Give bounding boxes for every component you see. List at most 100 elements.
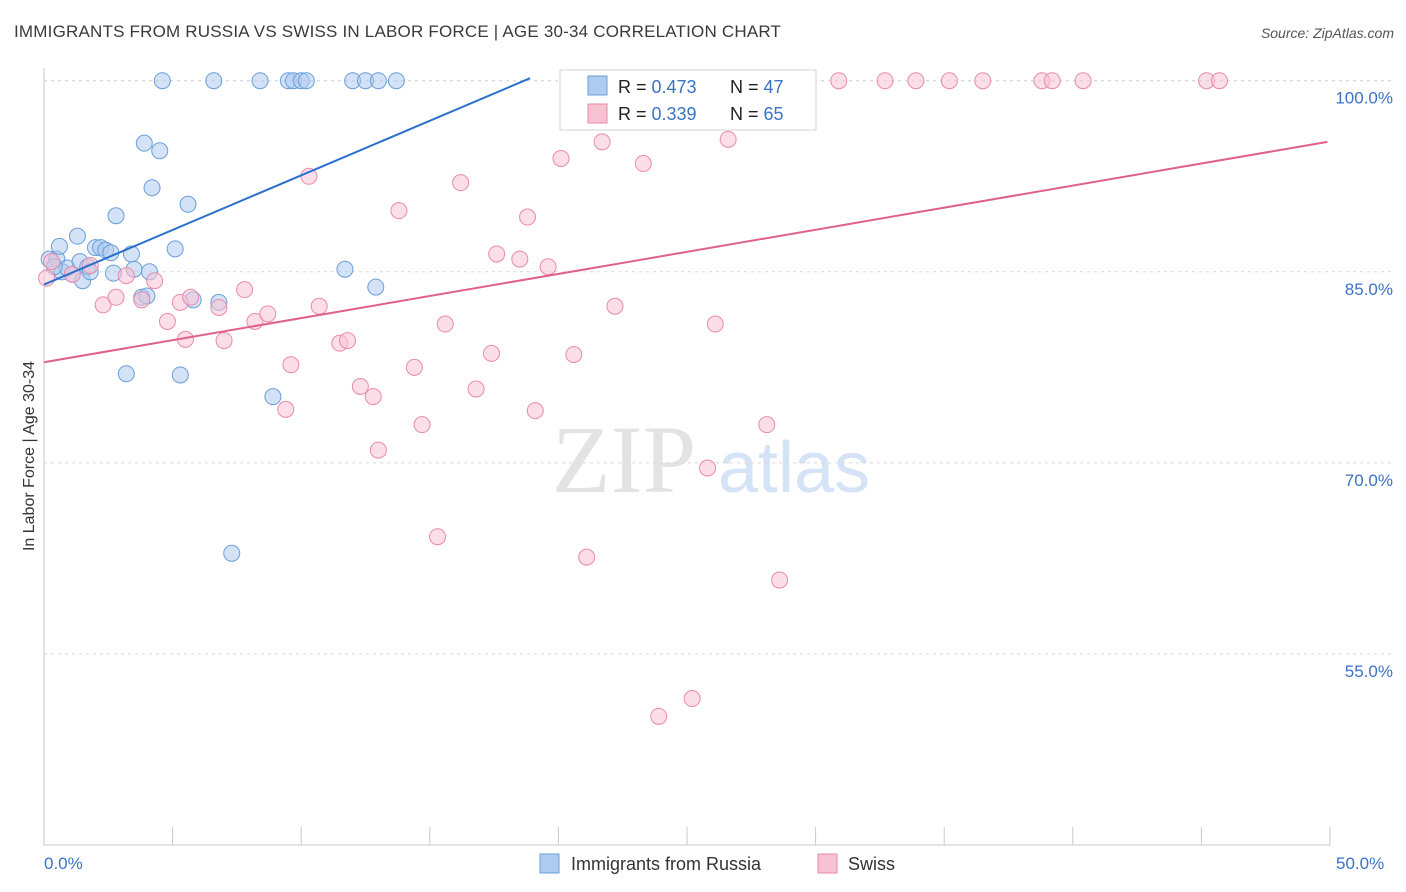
legend-swatch-swiss bbox=[587, 103, 608, 124]
russia-point bbox=[50, 237, 68, 255]
legend-r-value-2: 0.339 bbox=[652, 104, 697, 124]
svg-text:N = 65: N = 65 bbox=[730, 104, 784, 124]
swiss-point bbox=[236, 281, 254, 299]
swiss-point bbox=[1210, 72, 1228, 90]
y-tick-label: 70.0% bbox=[1345, 471, 1393, 490]
legend-box: R = 0.473 N = 47 R = 0.339 N = 65 bbox=[559, 69, 817, 131]
russia-point bbox=[143, 179, 161, 197]
russia-point bbox=[135, 134, 153, 152]
russia-point bbox=[336, 260, 354, 278]
legend-r-value-1: 0.473 bbox=[652, 77, 697, 97]
legend-n-label-2: N = bbox=[730, 104, 764, 124]
swiss-point bbox=[634, 155, 652, 173]
swiss-point bbox=[413, 416, 431, 434]
watermark-zip: ZIP bbox=[552, 406, 696, 513]
swiss-point bbox=[706, 315, 724, 333]
swiss-point bbox=[369, 441, 387, 459]
swiss-point bbox=[539, 258, 557, 276]
swiss-point bbox=[390, 202, 408, 220]
swiss-point bbox=[158, 312, 176, 330]
bottom-legend-swatch-swiss bbox=[817, 853, 838, 874]
y-axis-label: In Labor Force | Age 30-34 bbox=[21, 361, 38, 551]
swiss-point bbox=[277, 400, 295, 418]
swiss-point bbox=[259, 305, 277, 323]
swiss-point bbox=[351, 377, 369, 395]
chart-title: IMMIGRANTS FROM RUSSIA VS SWISS IN LABOR… bbox=[14, 22, 782, 41]
trend-lines bbox=[43, 77, 1328, 364]
svg-text:R = 0.473: R = 0.473 bbox=[618, 77, 697, 97]
russia-point bbox=[171, 366, 189, 384]
legend-n-label-1: N = bbox=[730, 77, 764, 97]
russia-trend-line bbox=[43, 77, 531, 286]
bottom-legend: Immigrants from Russia Swiss bbox=[539, 853, 895, 874]
watermark-atlas: atlas bbox=[718, 428, 870, 508]
swiss-point bbox=[182, 288, 200, 306]
swiss-point bbox=[452, 174, 470, 192]
swiss-point bbox=[907, 72, 925, 90]
russia-point bbox=[369, 72, 387, 90]
swiss-point bbox=[107, 288, 125, 306]
legend-r-label-1: R = bbox=[618, 77, 652, 97]
swiss-point bbox=[483, 344, 501, 362]
swiss-point bbox=[405, 358, 423, 376]
swiss-point bbox=[830, 72, 848, 90]
swiss-point bbox=[94, 296, 112, 314]
legend-r-label-2: R = bbox=[618, 104, 652, 124]
bottom-legend-swatch-russia bbox=[539, 853, 560, 874]
svg-text:N = 47: N = 47 bbox=[730, 77, 784, 97]
y-tick-label: 85.0% bbox=[1345, 280, 1393, 299]
y-tick-label: 100.0% bbox=[1335, 89, 1393, 108]
swiss-point bbox=[467, 380, 485, 398]
swiss-point bbox=[511, 250, 529, 268]
swiss-point bbox=[974, 72, 992, 90]
swiss-point bbox=[310, 297, 328, 315]
swiss-point bbox=[552, 149, 570, 167]
swiss-point bbox=[519, 208, 537, 226]
gridlines bbox=[44, 80, 1394, 655]
swiss-point bbox=[215, 332, 233, 350]
swiss-point bbox=[117, 267, 135, 285]
svg-text:R = 0.339: R = 0.339 bbox=[618, 104, 697, 124]
x-tick-label-max: 50.0% bbox=[1336, 854, 1384, 873]
swiss-point bbox=[876, 72, 894, 90]
legend-n-value-2: 65 bbox=[764, 104, 784, 124]
swiss-point bbox=[338, 332, 356, 350]
swiss-trend-line bbox=[43, 140, 1328, 364]
legend-n-value-1: 47 bbox=[764, 77, 784, 97]
swiss-point bbox=[1043, 72, 1061, 90]
swiss-point bbox=[429, 528, 447, 546]
swiss-point bbox=[593, 133, 611, 151]
swiss-point bbox=[650, 707, 668, 725]
x-tick-label-min: 0.0% bbox=[44, 854, 83, 873]
legend-swatch-russia bbox=[587, 75, 608, 96]
russia-point bbox=[153, 72, 171, 90]
swiss-point bbox=[758, 416, 776, 434]
swiss-point bbox=[526, 402, 544, 420]
swiss-point bbox=[940, 72, 958, 90]
bottom-legend-label-swiss: Swiss bbox=[848, 854, 895, 874]
russia-point bbox=[151, 142, 169, 160]
russia-point bbox=[297, 72, 315, 90]
swiss-point bbox=[133, 291, 151, 309]
russia-point bbox=[117, 365, 135, 383]
swiss-point bbox=[683, 690, 701, 708]
russia-point bbox=[367, 278, 385, 296]
swiss-point bbox=[282, 356, 300, 374]
russia-point bbox=[205, 72, 223, 90]
swiss-point bbox=[699, 459, 717, 477]
bottom-legend-label-russia: Immigrants from Russia bbox=[571, 854, 762, 874]
swiss-point bbox=[364, 388, 382, 406]
swiss-point bbox=[606, 297, 624, 315]
source-label: Source: ZipAtlas.com bbox=[1260, 25, 1394, 41]
swiss-point bbox=[210, 298, 228, 316]
russia-point bbox=[251, 72, 269, 90]
swiss-point bbox=[719, 130, 737, 148]
swiss-point bbox=[1074, 72, 1092, 90]
swiss-point bbox=[436, 315, 454, 333]
russia-point bbox=[166, 240, 184, 258]
russia-point bbox=[223, 544, 241, 562]
data-points bbox=[38, 72, 1228, 725]
russia-point bbox=[68, 227, 86, 245]
swiss-point bbox=[146, 272, 164, 290]
